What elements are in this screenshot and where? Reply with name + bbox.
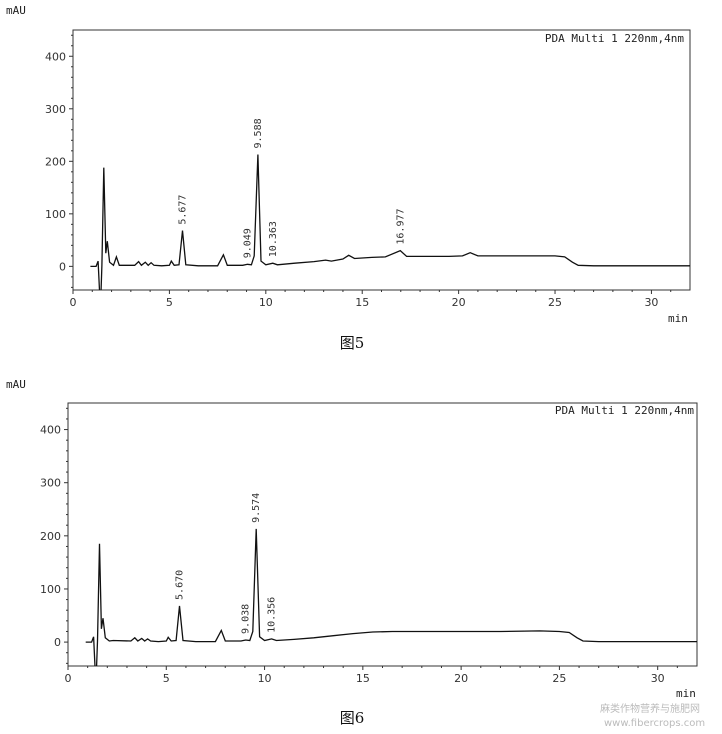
chromatogram-trace: [85, 528, 697, 666]
y-tick-label: 300: [40, 477, 61, 490]
x-tick-label: 0: [65, 672, 72, 685]
x-tick-label: 25: [548, 296, 562, 309]
y-tick-label: 400: [45, 50, 66, 63]
y-tick-label: 300: [45, 103, 66, 116]
peak-label: 9.574: [251, 493, 262, 523]
peak-label: 5.670: [174, 570, 185, 600]
y-tick-label: 100: [40, 583, 61, 596]
y-axis-unit: mAU: [6, 4, 26, 17]
x-tick-label: 5: [163, 672, 170, 685]
figure-caption: 图6: [340, 709, 365, 727]
x-tick-label: 0: [70, 296, 77, 309]
y-tick-label: 0: [54, 636, 61, 649]
chromatogram-2: 0 100 200 300 400 0 5 10 15 20 25 30 mAU min PDA Multi…: [6, 378, 698, 727]
y-tick-label: 200: [40, 530, 61, 543]
y-tick-label: 400: [40, 424, 61, 437]
peak-label: 10.356: [267, 597, 278, 633]
x-tick-label: 15: [356, 672, 370, 685]
x-tick-label: 25: [552, 672, 566, 685]
x-tick-label: 30: [651, 672, 665, 685]
x-tick-label: 10: [259, 296, 273, 309]
x-tick-label: 10: [258, 672, 272, 685]
y-tick-label: 100: [45, 208, 66, 221]
peak-label: 9.049: [242, 228, 253, 258]
peak-label: 9.588: [253, 118, 264, 148]
y-tick-label: 200: [45, 155, 66, 168]
peak-label: 5.677: [177, 195, 188, 225]
watermark-url: www.fibercrops.com: [604, 718, 705, 729]
x-tick-label: 20: [454, 672, 468, 685]
figure-caption: 图5: [340, 334, 365, 352]
chromatogram-trace: [90, 154, 690, 290]
x-axis-unit: min: [668, 312, 688, 325]
x-axis-unit: min: [676, 687, 696, 700]
x-tick-label: 30: [644, 296, 658, 309]
x-tick-label: 20: [452, 296, 466, 309]
x-tick-label: 5: [166, 296, 173, 309]
x-tick-label: 15: [355, 296, 369, 309]
plot-frame: [67, 402, 698, 667]
peak-label: 10.363: [268, 221, 279, 257]
detector-legend: PDA Multi 1 220nm,4nm: [555, 404, 694, 417]
peak-label: 9.038: [241, 604, 252, 634]
plot-frame: [72, 29, 691, 291]
chromatogram-1: 0 100 200 300 400 0 5 10 15 20 25 30 mAU min PDA Multi…: [6, 4, 691, 352]
y-tick-label: 0: [59, 260, 66, 273]
peak-label: 16.977: [395, 208, 406, 244]
watermark-title: 麻类作物营养与施肥网: [600, 702, 700, 715]
y-axis-unit: mAU: [6, 378, 26, 391]
detector-legend: PDA Multi 1 220nm,4nm: [545, 32, 684, 45]
